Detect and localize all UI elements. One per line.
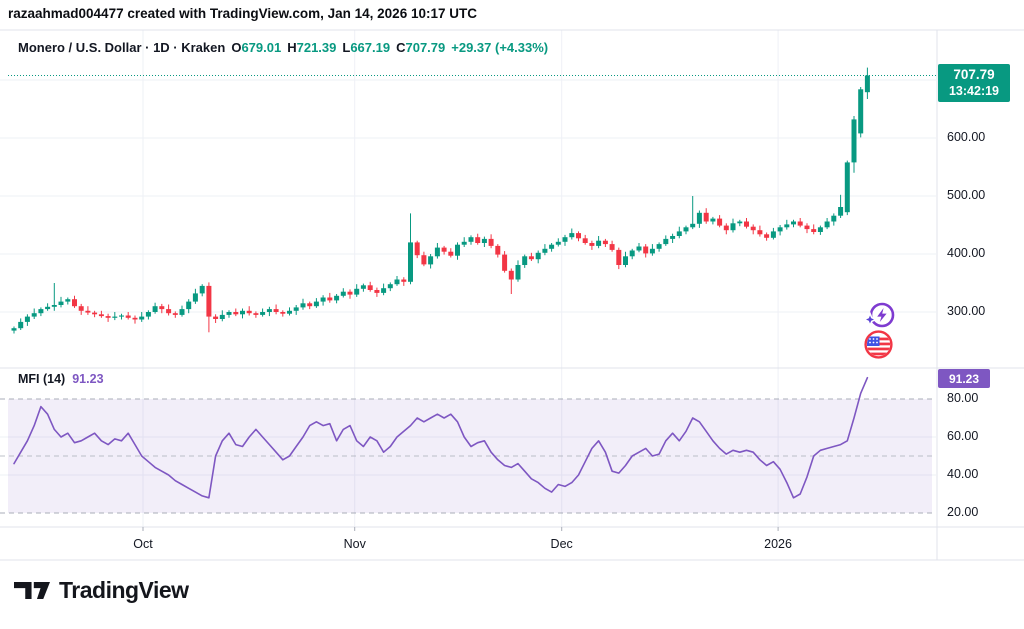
symbol-title[interactable]: Monero / U.S. Dollar · 1D · Kraken — [18, 40, 226, 55]
tradingview-logo-text: TradingView — [59, 577, 189, 603]
mfi-axis-label: 60.00 — [947, 429, 979, 443]
mfi-axis-label: 40.00 — [947, 467, 979, 481]
chart-canvas[interactable] — [0, 0, 1024, 565]
mfi-title[interactable]: MFI (14) — [18, 372, 66, 386]
symbol-legend[interactable]: Monero / U.S. Dollar · 1D · Kraken O 679.… — [18, 40, 548, 55]
spark-lightning-icon[interactable] — [861, 299, 897, 335]
tradingview-logo-mark — [14, 581, 50, 600]
mfi-legend[interactable]: MFI (14) 91.23 — [18, 372, 104, 386]
mfi-axis-label: 20.00 — [947, 505, 979, 519]
last-price: 707.79 — [953, 67, 995, 82]
last-price-badge: 707.79 13:42:19 — [938, 64, 1010, 102]
time-axis-label: Oct — [133, 537, 153, 551]
ohlc-high: H 721.39 — [287, 40, 337, 55]
bar-countdown: 13:42:19 — [948, 84, 1000, 98]
ohlc-low: L 667.19 — [342, 40, 391, 55]
price-axis-label: 400.00 — [947, 246, 986, 260]
attribution-text: razaahmad004477 created with TradingView… — [8, 6, 477, 21]
ohlc-open: O 679.01 — [231, 40, 282, 55]
time-axis-label: Dec — [550, 537, 573, 551]
price-change: +29.37 (+4.33%) — [451, 40, 549, 55]
mfi-value: 91.23 — [72, 372, 104, 386]
price-axis-label: 500.00 — [947, 188, 986, 202]
mfi-value-badge: 91.23 — [938, 369, 990, 388]
price-axis-label: 300.00 — [947, 304, 986, 318]
tradingview-logo[interactable]: TradingView — [14, 577, 189, 604]
price-axis-label: 600.00 — [947, 130, 986, 144]
time-axis-label: 2026 — [764, 537, 792, 551]
mfi-axis-label: 80.00 — [947, 391, 979, 405]
us-flag-icon[interactable] — [863, 329, 894, 360]
ohlc-close: C 707.79 — [396, 40, 446, 55]
time-axis-label: Nov — [343, 537, 366, 551]
